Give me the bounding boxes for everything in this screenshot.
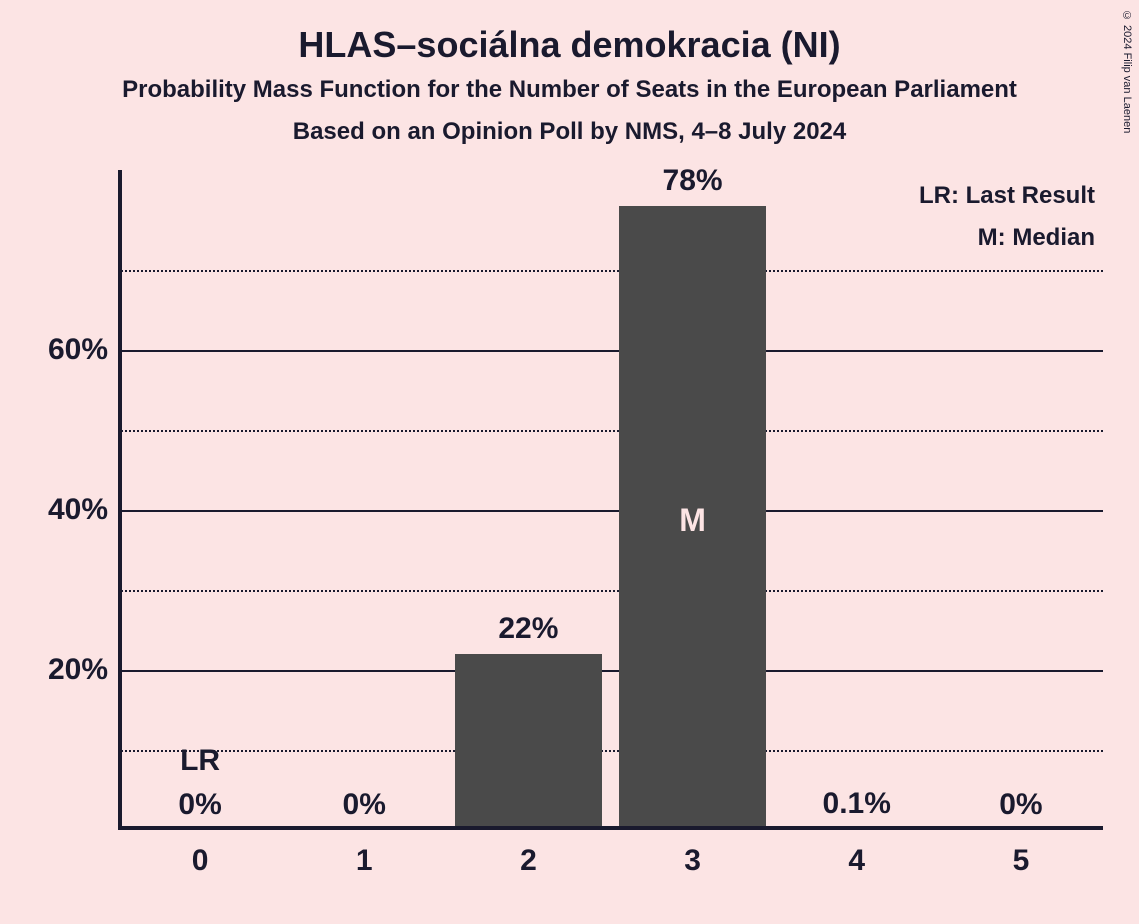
bar-value-label: 78%: [611, 164, 775, 198]
x-tick-label: 5: [939, 844, 1103, 878]
bar: [455, 654, 603, 830]
bar-value-label: 0%: [282, 788, 446, 822]
gridline-minor: [118, 590, 1103, 592]
chart-subtitle-2: Based on an Opinion Poll by NMS, 4–8 Jul…: [0, 118, 1139, 146]
bar-value-label: 0%: [939, 788, 1103, 822]
legend-lr: LR: Last Result: [919, 182, 1095, 210]
gridline-minor: [118, 270, 1103, 272]
pmf-bar-chart: HLAS–sociálna demokracia (NI) Probabilit…: [0, 0, 1139, 924]
x-axis: [118, 826, 1103, 830]
bar-value-label: 22%: [446, 612, 610, 646]
y-tick-label: 40%: [28, 493, 108, 527]
y-tick-label: 60%: [28, 333, 108, 367]
x-tick-label: 2: [446, 844, 610, 878]
gridline-minor: [118, 430, 1103, 432]
plot-area: 20%40%60%0%LR00%122%278%M30.1%40%5LR: La…: [118, 190, 1103, 830]
x-tick-label: 3: [611, 844, 775, 878]
gridline-major: [118, 350, 1103, 352]
x-tick-label: 1: [282, 844, 446, 878]
gridline-major: [118, 510, 1103, 512]
chart-subtitle-1: Probability Mass Function for the Number…: [0, 76, 1139, 104]
x-tick-label: 0: [118, 844, 282, 878]
chart-title: HLAS–sociálna demokracia (NI): [0, 24, 1139, 66]
bar-value-label: 0.1%: [775, 787, 939, 821]
median-marker: M: [619, 502, 767, 539]
y-tick-label: 20%: [28, 653, 108, 687]
y-axis: [118, 170, 122, 830]
legend-median: M: Median: [978, 224, 1095, 252]
copyright-text: © 2024 Filip van Laenen: [1121, 10, 1133, 133]
x-tick-label: 4: [775, 844, 939, 878]
lr-marker: LR: [118, 744, 282, 778]
gridline-major: [118, 670, 1103, 672]
bar-value-label: 0%: [118, 788, 282, 822]
